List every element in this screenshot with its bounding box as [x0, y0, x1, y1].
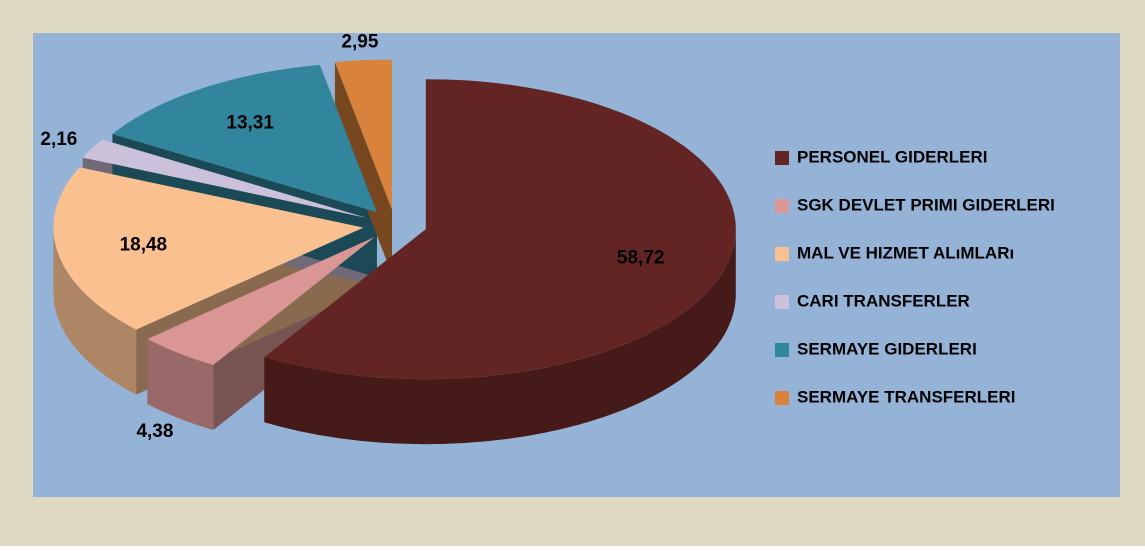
legend-swatch	[775, 295, 789, 309]
data-label: 18,48	[120, 235, 168, 256]
legend-swatch	[775, 391, 789, 405]
slice	[264, 79, 736, 380]
legend-swatch	[775, 151, 789, 165]
slice	[147, 236, 375, 366]
legend-label: CARI TRANSFERLER	[797, 291, 970, 310]
legend-label: SGK DEVLET PRIMI GIDERLERI	[797, 195, 1055, 214]
slice	[112, 64, 377, 213]
legend-swatch	[775, 247, 789, 261]
data-label: 2,16	[40, 129, 77, 150]
data-label: 2,95	[341, 31, 378, 52]
legend-label: MAL VE HIZMET ALıMLARı	[797, 243, 1014, 262]
legend-label: SERMAYE GIDERLERI	[797, 339, 977, 358]
slice	[82, 139, 367, 218]
slice-wall	[53, 227, 137, 395]
legend-swatch	[775, 199, 789, 213]
slice	[53, 167, 364, 330]
legend-label: PERSONEL GIDERLERI	[797, 147, 988, 166]
data-label: 58,72	[617, 247, 665, 268]
data-label: 4,38	[136, 421, 173, 442]
slice-side	[334, 62, 393, 275]
slice-wall	[147, 338, 214, 431]
data-label: 13,31	[226, 112, 274, 133]
legend-swatch	[775, 343, 789, 357]
legend-label: SERMAYE TRANSFERLERI	[797, 387, 1016, 406]
slice	[334, 59, 393, 210]
slice-wall	[264, 229, 736, 445]
